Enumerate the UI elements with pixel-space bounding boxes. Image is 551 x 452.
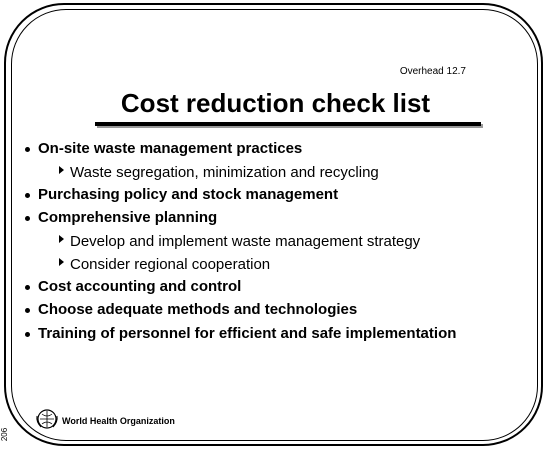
title-rule <box>95 122 481 126</box>
bullet-item: Training of personnel for efficient and … <box>24 323 524 345</box>
page-number: 206 <box>0 427 10 442</box>
bullet-text: Training of personnel for efficient and … <box>38 324 457 342</box>
bullet-list: On-site waste management practices Waste … <box>24 138 524 346</box>
bullet-text: Cost accounting and control <box>38 277 242 295</box>
bullet-item: Comprehensive planning <box>24 207 524 229</box>
sub-bullet <box>59 257 64 266</box>
bullet-text: Purchasing policy and stock management <box>38 185 339 203</box>
sub-bullet <box>59 165 64 174</box>
sub-text: Consider regional cooperation <box>70 255 271 273</box>
sub-item: Develop and implement waste management s… <box>24 231 524 253</box>
sub-text: Waste segregation, minimization and recy… <box>70 163 379 181</box>
sub-item: Consider regional cooperation <box>24 254 524 276</box>
frame <box>11 9 538 441</box>
organization: World Health Organization <box>62 416 175 426</box>
bullet-text: Comprehensive planning <box>38 209 218 226</box>
sub-item: Waste segregation, minimization and recy… <box>24 162 524 184</box>
title: Cost reduction check list <box>120 88 431 118</box>
bullet-dot <box>25 147 30 152</box>
bullet-text: Choose adequate methods and technologies <box>38 301 358 318</box>
sub-text: Develop and implement waste management s… <box>70 232 421 250</box>
frame <box>4 3 543 446</box>
who-logo <box>36 409 58 429</box>
bullet-dot <box>25 192 30 198</box>
bullet-dot <box>25 284 30 290</box>
bullet-dot <box>25 308 30 313</box>
bullet-text: On-site waste management practices <box>38 140 303 157</box>
bullet-item: On-site waste management practices <box>24 138 524 160</box>
bullet-item: Purchasing policy and stock management <box>24 184 524 206</box>
sub-bullet <box>59 234 64 243</box>
bullet-item: Cost accounting and control <box>24 276 524 298</box>
bullet-item: Choose adequate methods and technologies <box>24 299 524 321</box>
bullet-dot <box>25 331 30 337</box>
overhead-label: Overhead 12.7 <box>399 66 466 77</box>
bullet-dot <box>25 216 30 221</box>
